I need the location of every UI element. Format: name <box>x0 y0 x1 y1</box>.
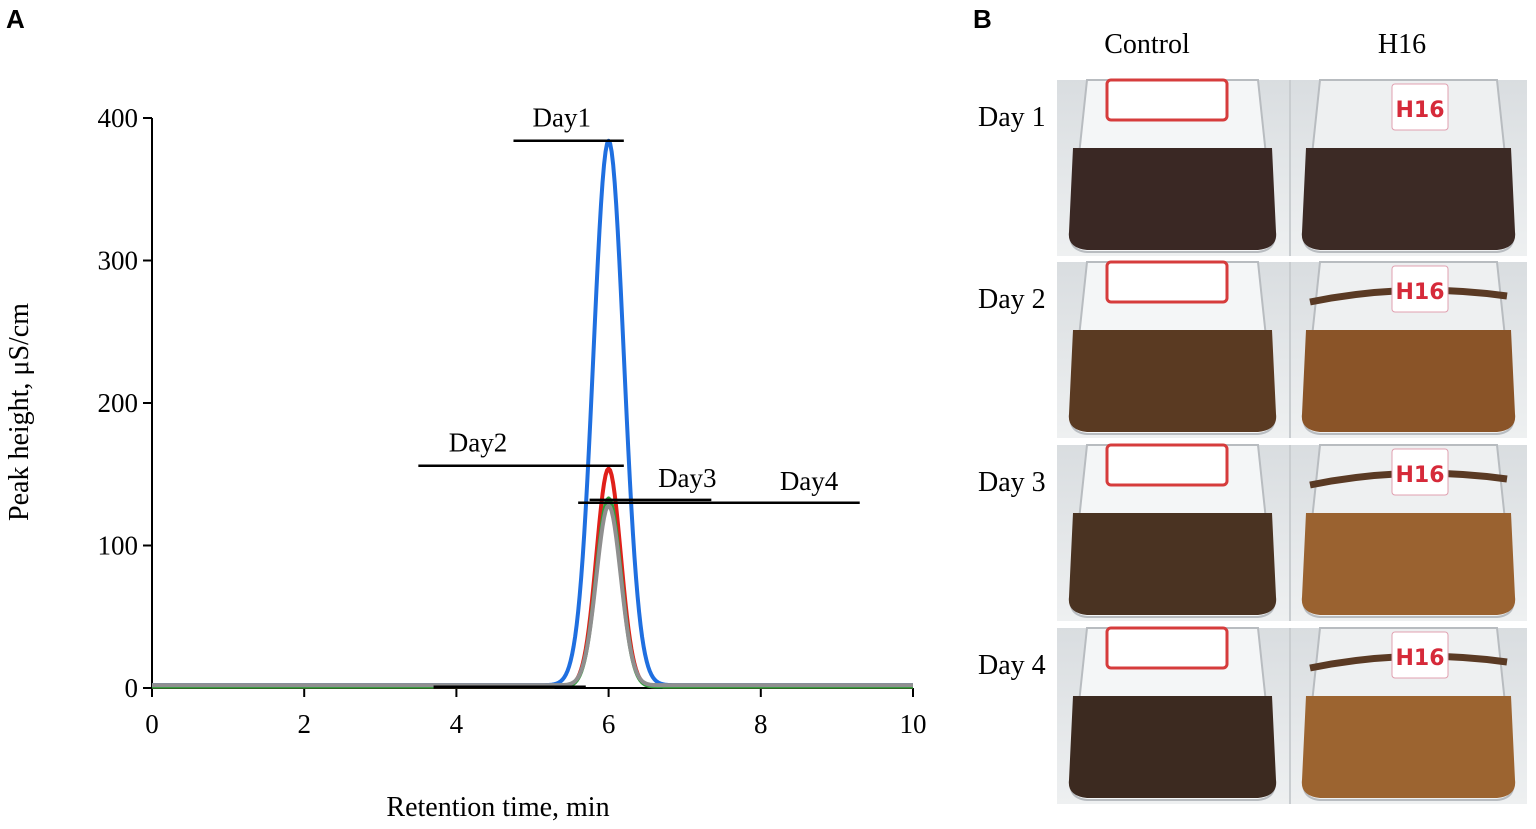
series-line-day1 <box>151 138 914 688</box>
flask-photo: H16 <box>1057 260 1527 438</box>
control-liquid <box>1068 696 1277 798</box>
series-line-day3 <box>151 496 914 689</box>
day-row-label: Day 2 <box>978 284 1046 315</box>
series-line-day2 <box>151 466 914 689</box>
x-axis-title: Retention time, min <box>386 792 609 823</box>
flask-photo: H16 <box>1057 626 1527 804</box>
h16-tag-text: H16 <box>1395 646 1444 671</box>
photo-row: Day 4 H16 <box>978 626 1527 804</box>
control-liquid <box>1068 148 1277 250</box>
day-annotations: Day1 Day2 Day3 Day4 <box>418 103 860 504</box>
x-tick-label: 10 <box>900 709 927 739</box>
y-axis-ticks: 0 100 200 300 400 <box>98 103 152 703</box>
photo-row: Day 3 H16 <box>978 443 1527 621</box>
h16-liquid <box>1301 148 1516 250</box>
h16-flask-tag <box>1391 631 1449 679</box>
x-axis-ticks: 0 2 4 6 8 10 <box>145 688 927 739</box>
annotation-label-day3: Day3 <box>658 463 716 493</box>
panel-b-letter: B <box>973 4 992 34</box>
h16-tag-text: H16 <box>1395 98 1444 123</box>
y-tick-label: 400 <box>98 103 139 133</box>
column-label-control: Control <box>1104 29 1190 60</box>
x-tick-label: 0 <box>145 709 159 739</box>
h16-flask-tag <box>1391 448 1449 496</box>
control-flask-label <box>1105 260 1229 304</box>
h16-liquid <box>1301 513 1516 615</box>
flask-photo: H16 <box>1057 443 1527 621</box>
photo-rows: Day 1 H16 Day 2 H16 Day 3 H16 Day 4 H16 <box>978 78 1527 804</box>
day-row-label: Day 3 <box>978 467 1046 498</box>
day-row-label: Day 4 <box>978 650 1046 681</box>
retention-chart: 0 100 200 300 400 0 2 4 6 8 10 Day1 Day2 Day3 Day4 R… <box>4 103 927 823</box>
photo-row: Day 1 H16 <box>978 78 1527 256</box>
day-row-label: Day 1 <box>978 102 1046 133</box>
panel-a-letter: A <box>6 4 25 34</box>
h16-liquid <box>1301 330 1516 432</box>
control-flask-label <box>1105 78 1229 122</box>
y-axis-title: Peak height, μS/cm <box>4 303 35 521</box>
control-flask-label <box>1105 443 1229 487</box>
y-tick-label: 0 <box>125 673 139 703</box>
chart-series <box>151 138 914 689</box>
photo-row: Day 2 H16 <box>978 260 1527 438</box>
column-label-h16: H16 <box>1378 29 1426 60</box>
control-liquid <box>1068 330 1277 432</box>
annotation-label-day4: Day4 <box>780 466 839 496</box>
chart-axes <box>151 118 913 689</box>
h16-tag-text: H16 <box>1395 463 1444 488</box>
y-tick-label: 300 <box>98 246 139 276</box>
annotation-label-day1: Day1 <box>533 103 591 133</box>
h16-flask-tag <box>1391 83 1449 131</box>
h16-liquid <box>1301 696 1516 798</box>
x-tick-label: 2 <box>297 709 311 739</box>
annotation-label-day2: Day2 <box>449 427 507 457</box>
h16-flask-tag <box>1391 265 1449 313</box>
y-tick-label: 100 <box>98 531 139 561</box>
x-tick-label: 4 <box>450 709 464 739</box>
control-flask-label <box>1105 626 1229 670</box>
x-tick-label: 8 <box>754 709 768 739</box>
flask-photo: H16 <box>1057 78 1527 256</box>
h16-tag-text: H16 <box>1395 280 1444 305</box>
y-tick-label: 200 <box>98 388 139 418</box>
control-liquid <box>1068 513 1277 615</box>
series-line-day4 <box>151 503 914 688</box>
x-tick-label: 6 <box>602 709 616 739</box>
